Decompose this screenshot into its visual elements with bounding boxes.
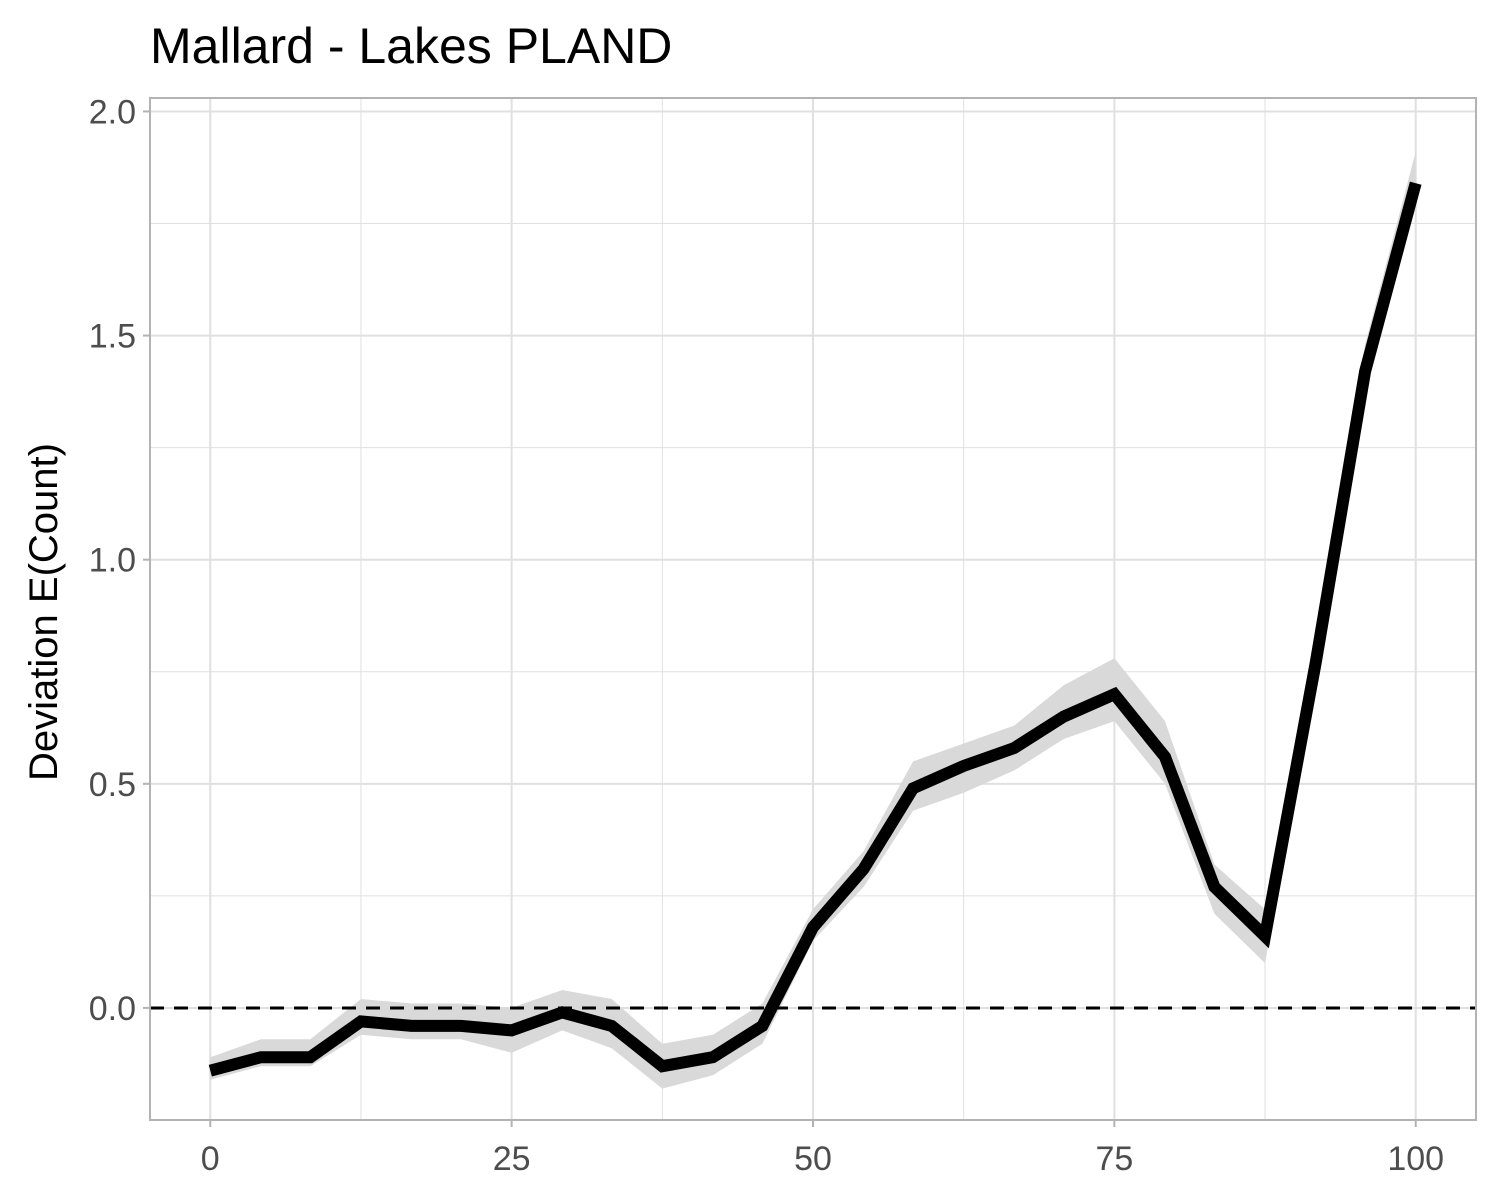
x-tick-label: 100 <box>1387 1140 1444 1178</box>
y-axis: 0.0 0.5 1.0 1.5 2.0 <box>89 93 150 1028</box>
major-grid <box>150 98 1476 1120</box>
y-tick-label: 0.0 <box>89 990 136 1028</box>
x-tick-label: 50 <box>794 1140 832 1178</box>
y-tick-label: 1.5 <box>89 318 136 356</box>
y-tick-label: 0.5 <box>89 766 136 804</box>
x-tick-label: 75 <box>1095 1140 1133 1178</box>
y-tick-label: 2.0 <box>89 93 136 131</box>
chart-title: Mallard - Lakes PLAND <box>150 18 672 74</box>
y-tick-label: 1.0 <box>89 542 136 580</box>
x-axis: 0 25 50 75 100 <box>201 1120 1444 1178</box>
y-axis-label: Deviation E(Count) <box>22 443 66 781</box>
series-line <box>208 181 1422 1077</box>
x-tick-label: 0 <box>201 1140 220 1178</box>
x-tick-label: 25 <box>493 1140 531 1178</box>
